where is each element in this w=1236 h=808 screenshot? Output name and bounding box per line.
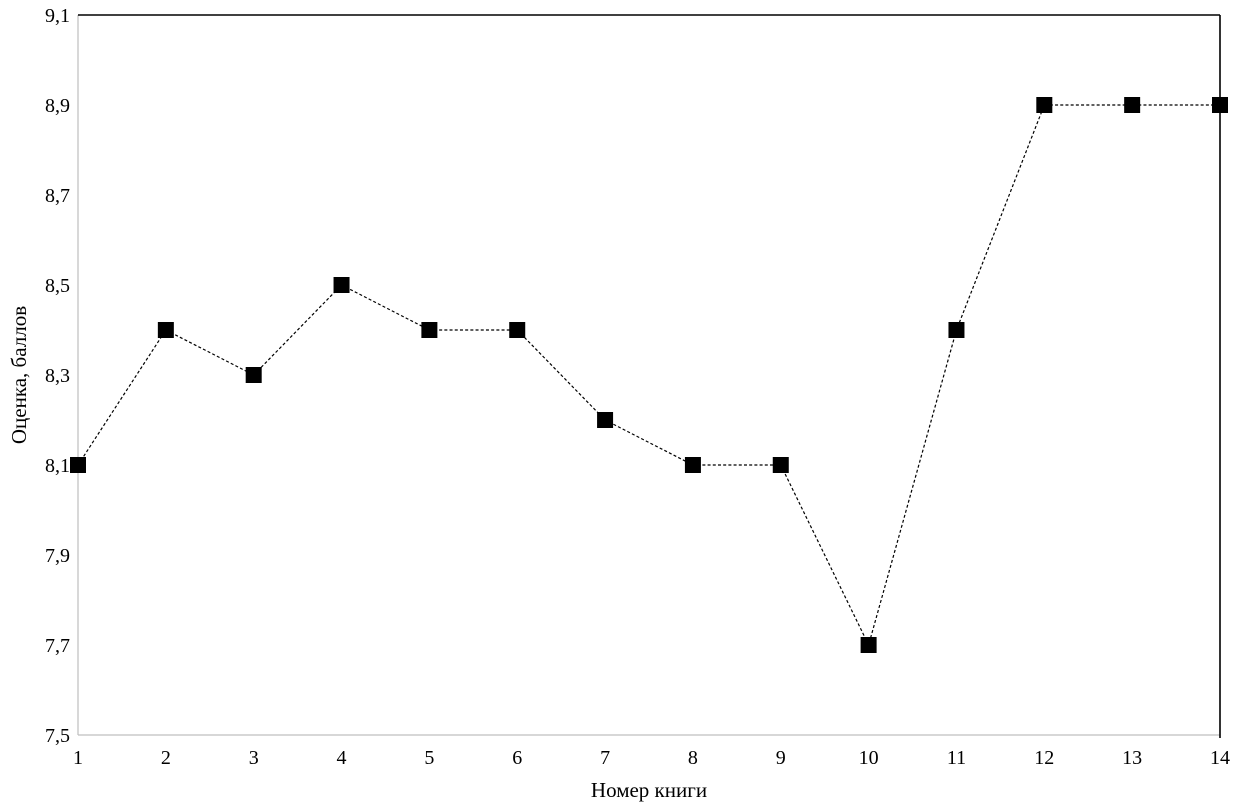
data-point-marker — [772, 457, 789, 473]
y-tick-label: 8,3 — [45, 365, 70, 387]
y-tick-label: 8,5 — [45, 275, 70, 297]
data-point-marker — [948, 322, 965, 338]
x-tick-label: 9 — [776, 747, 786, 769]
data-point-marker — [1124, 97, 1141, 113]
data-point-marker — [1212, 97, 1228, 113]
x-tick-label: 10 — [859, 747, 879, 769]
y-tick-label: 8,1 — [45, 455, 70, 477]
x-tick-label: 5 — [424, 747, 434, 769]
x-tick-label: 11 — [947, 747, 966, 769]
y-tick-label: 7,9 — [45, 545, 70, 567]
x-tick-label: 6 — [512, 747, 522, 769]
chart-generated-layer: 7,57,77,98,18,38,58,78,99,11 2 3 4 5 6 7 8 9 10 11… — [45, 5, 1230, 769]
x-tick-label: 14 — [1210, 747, 1230, 769]
x-tick-label: 13 — [1122, 747, 1142, 769]
x-tick-label: 1 — [73, 747, 83, 769]
x-tick-label: 3 — [249, 747, 259, 769]
data-point-marker — [509, 322, 526, 338]
x-tick-label: 7 — [600, 747, 610, 769]
y-tick-label: 7,5 — [45, 725, 70, 747]
series-line — [77, 104, 1220, 647]
x-axis-title: Номер книги — [591, 778, 707, 802]
x-tick-label: 12 — [1034, 747, 1054, 769]
x-tick-label: 4 — [337, 747, 347, 769]
y-axis-title: Оценка, баллов — [7, 306, 31, 444]
y-tick-label: 8,9 — [45, 95, 70, 117]
data-point-marker — [684, 457, 701, 473]
data-point-marker — [333, 277, 350, 293]
data-point-marker — [70, 457, 86, 473]
x-tick-label: 2 — [161, 747, 171, 769]
data-point-marker — [421, 322, 438, 338]
y-tick-label: 8,7 — [45, 185, 70, 207]
y-tick-label: 9,1 — [45, 5, 70, 27]
data-point-marker — [245, 367, 262, 383]
x-tick-label: 8 — [688, 747, 698, 769]
data-point-marker — [597, 412, 614, 428]
y-tick-label: 7,7 — [45, 635, 70, 657]
data-point-marker — [157, 322, 174, 338]
data-point-marker — [860, 637, 877, 653]
data-point-marker — [1036, 97, 1053, 113]
